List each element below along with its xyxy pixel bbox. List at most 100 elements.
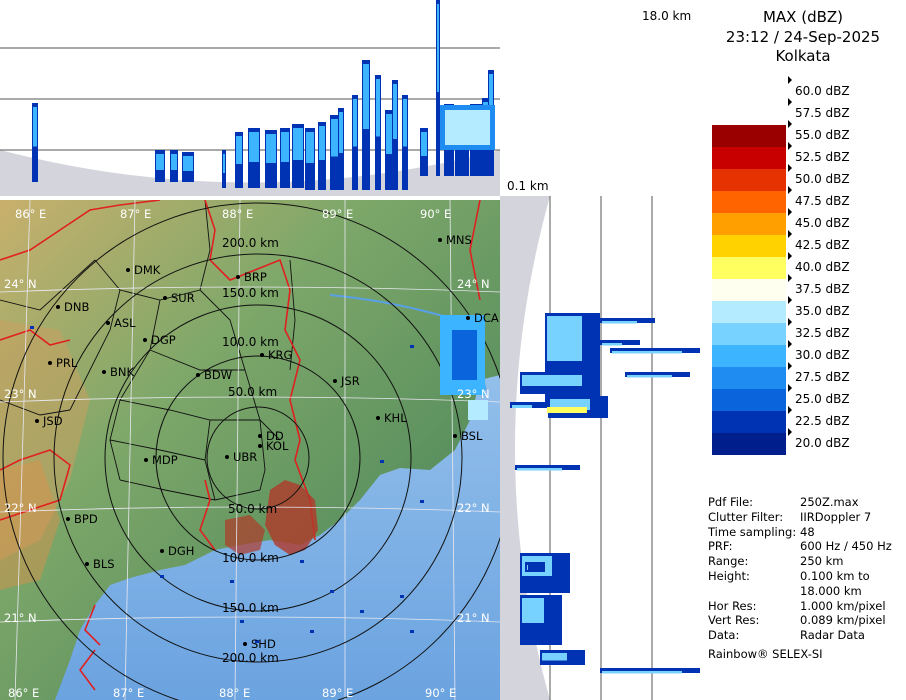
info-row: Data: Radar Data: [700, 628, 906, 643]
legend-label: 57.5 dBZ: [795, 106, 850, 120]
legend-label: 55.0 dBZ: [795, 128, 850, 142]
city-dot: [236, 275, 240, 279]
info-key: Clutter Filter:: [708, 509, 784, 524]
info-row: Time sampling: 48: [700, 525, 906, 540]
echo-column-core: [156, 154, 164, 170]
latitude-label: 21° N: [4, 611, 37, 625]
info-row: PRF: 600 Hz / 450 Hz: [700, 539, 906, 554]
echo-row: [600, 668, 700, 673]
range-ring-label: 200.0 km: [222, 651, 279, 665]
echo-row: [610, 348, 700, 353]
echo-row: [515, 465, 580, 470]
echo-column-core: [363, 64, 369, 129]
legend-swatch: [712, 147, 786, 169]
city-label: UBR: [233, 450, 257, 464]
city-label: MNS: [446, 233, 472, 247]
map-echo: [410, 630, 414, 633]
range-ring-label: 50.0 km: [228, 502, 277, 516]
city-label: DMK: [134, 263, 161, 277]
legend-tick-icon: [788, 274, 792, 282]
legend-swatch: [712, 81, 786, 103]
echo-row-core: [602, 343, 622, 346]
longitude-label: 90° E: [420, 207, 451, 221]
city-label: DGP: [151, 333, 176, 347]
city-label: DGH: [168, 544, 194, 558]
profile-top-height-label: 18.0 km: [642, 9, 692, 23]
echo-column-core: [281, 132, 289, 162]
city-label: BNK: [110, 365, 134, 379]
info-value: 600 Hz / 450 Hz: [800, 539, 892, 554]
top-profile-svg: [0, 0, 500, 196]
echo-column-core: [386, 114, 392, 154]
echo-row-core: [522, 598, 544, 623]
longitude-label: 87° E: [120, 207, 151, 221]
legend-tick-icon: [788, 318, 792, 326]
map-echo: [310, 630, 314, 633]
latitude-label: 24° N: [4, 277, 37, 291]
echo-column-core: [339, 112, 343, 153]
city-dot: [258, 434, 262, 438]
info-value: IIRDoppler 7: [800, 509, 872, 524]
city-dot: [466, 316, 470, 320]
echo-row: [625, 372, 690, 377]
legend-label: 35.0 dBZ: [795, 304, 850, 318]
radar-map: 50.0 km 100.0 km 150.0 km 200.0 km 50.0 …: [0, 200, 500, 700]
legend-tick-icon: [788, 340, 792, 348]
city-dot: [85, 562, 89, 566]
city-dot: [144, 458, 148, 462]
echo-row: [600, 340, 640, 345]
profile-ground-area: [500, 196, 550, 700]
map-echoes: [30, 315, 488, 643]
east-west-profile-panel: [500, 196, 700, 700]
legend-label: 32.5 dBZ: [795, 326, 850, 340]
echo-row-core: [547, 316, 582, 361]
longitude-label: 87° E: [113, 686, 144, 700]
north-south-profile-panel: [0, 0, 500, 196]
echo-row-core: [612, 351, 682, 354]
plateau-area: [0, 320, 90, 560]
latitude-label: 22° N: [457, 501, 490, 515]
city-dot: [438, 238, 442, 242]
legend-tick-icon: [788, 428, 792, 436]
city-label: SUR: [171, 291, 195, 305]
map-echo: [330, 590, 334, 593]
echo-column-core: [445, 110, 490, 145]
city-label: KHL: [384, 411, 407, 425]
map-echo: [400, 595, 404, 598]
range-ring-label: 150.0 km: [222, 601, 279, 615]
echo-row-core: [547, 407, 587, 413]
map-echo: [452, 330, 477, 380]
echo-column-core: [266, 134, 276, 163]
city-dot: [56, 305, 60, 309]
echo-column-core: [183, 156, 193, 171]
echo-column-core: [293, 128, 303, 160]
echo-column-core: [236, 136, 242, 164]
legend-label: 22.5 dBZ: [795, 414, 850, 428]
echo-column-core: [306, 132, 314, 163]
legend-label: 52.5 dBZ: [795, 150, 850, 164]
city-dot: [453, 434, 457, 438]
info-row: 18.000 km: [700, 584, 906, 599]
range-ring-label: 50.0 km: [228, 385, 277, 399]
legend-tick-icon: [788, 186, 792, 194]
latitude-label: 24° N: [457, 277, 490, 291]
legend-tick-icon: [788, 164, 792, 172]
info-row: Clutter Filter: IIRDoppler 7: [700, 510, 906, 525]
city-dot: [35, 419, 39, 423]
legend-label: 50.0 dBZ: [795, 172, 850, 186]
color-scale: 60.0 dBZ 57.5 dBZ 55.0 dBZ 52.5 dBZ 50.0 dBZ…: [700, 70, 906, 490]
legend-swatch: [712, 389, 786, 411]
map-echo: [420, 500, 424, 503]
city-label: BPD: [74, 512, 98, 526]
echo-column-core: [249, 132, 259, 162]
echo-row-core: [550, 399, 590, 410]
echo-row-core: [627, 375, 672, 378]
map-echo: [230, 580, 234, 583]
info-key: Range:: [708, 554, 749, 569]
info-key: PRF:: [708, 539, 733, 554]
city-label: KOL: [266, 439, 289, 453]
longitude-label: 89° E: [322, 686, 353, 700]
city-dot: [243, 642, 247, 646]
city-dot: [48, 361, 52, 365]
echo-column-core: [376, 79, 380, 137]
